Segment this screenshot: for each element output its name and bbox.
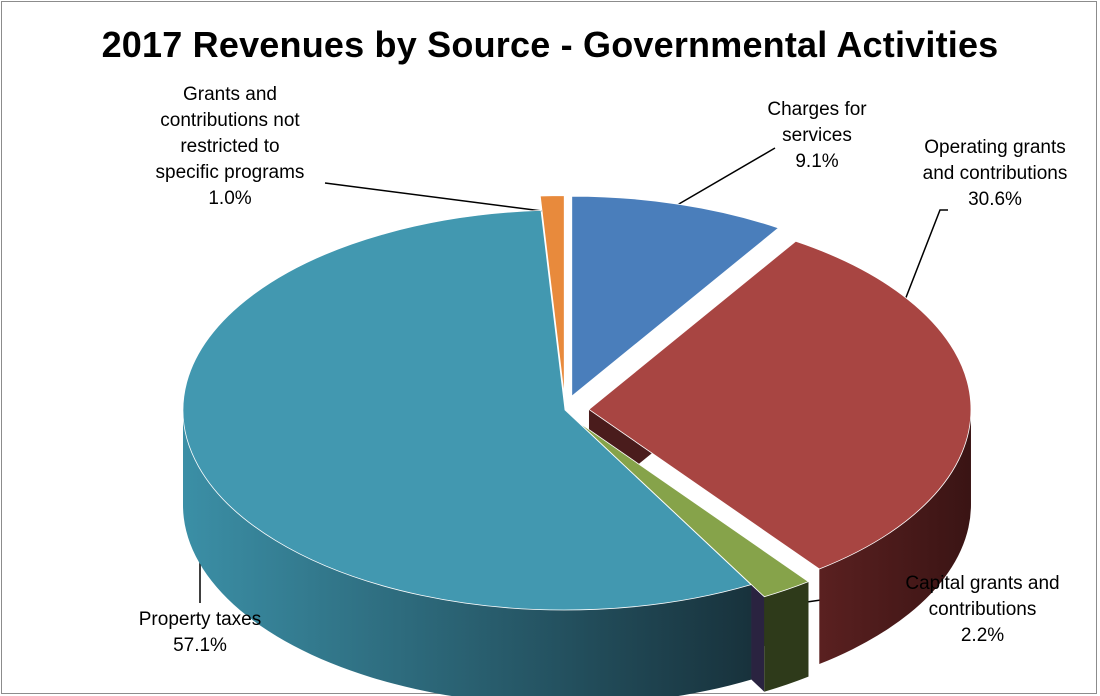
slice-grants-not-restricted bbox=[539, 195, 565, 396]
slice-capital-grants bbox=[577, 421, 810, 598]
label-charges-for-services: Charges for services 9.1% bbox=[767, 99, 867, 172]
label-property-taxes: Property taxes 57.1% bbox=[138, 609, 262, 656]
slice-charges-for-services bbox=[571, 195, 780, 398]
leader-grants bbox=[324, 182, 551, 213]
label-capital-grants: Capital grants and contributions 2.2% bbox=[905, 573, 1060, 646]
slice-operating-grants bbox=[588, 240, 972, 570]
label-operating-grants: Operating grants and contributions 30.6% bbox=[922, 137, 1068, 210]
slice-property-taxes-side bbox=[183, 410, 752, 696]
slice-property-taxes bbox=[182, 209, 752, 611]
slice-capital-grants-side bbox=[764, 581, 809, 692]
slice-operating-grants-side bbox=[819, 409, 971, 665]
chart-title: 2017 Revenues by Source - Governmental A… bbox=[101, 24, 999, 65]
label-grants-not-restricted: Grants and contributions not restricted … bbox=[155, 84, 305, 209]
